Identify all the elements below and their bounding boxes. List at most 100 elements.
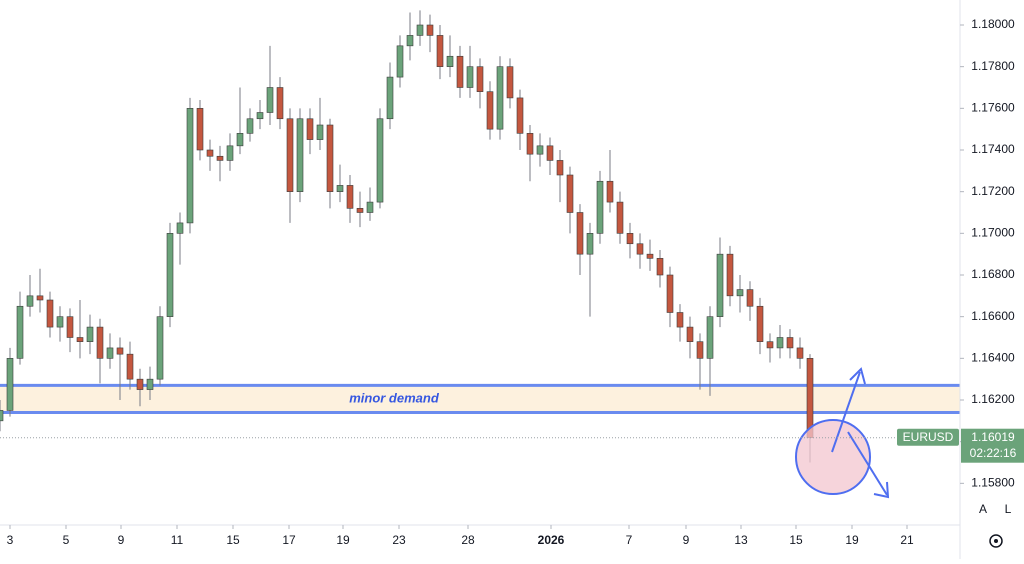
x-tick-label: 9 xyxy=(118,533,125,547)
zone-layer: minor demand xyxy=(0,383,960,414)
highlight-circle xyxy=(795,419,871,495)
x-tick-label: 13 xyxy=(734,533,748,547)
x-tick-label: 5 xyxy=(63,533,70,547)
y-tick-label: 1.17000 xyxy=(971,226,1015,240)
candle-body xyxy=(646,253,654,259)
settings-button[interactable] xyxy=(989,534,1003,548)
x-tick-label: 28 xyxy=(461,533,475,547)
candle-body xyxy=(56,316,64,328)
candle-body xyxy=(356,208,364,213)
x-tick-label: 7 xyxy=(626,533,633,547)
candle-body xyxy=(726,253,734,297)
candle-body xyxy=(236,133,244,147)
x-tick-label: 19 xyxy=(336,533,350,547)
candle-body xyxy=(656,258,664,276)
y-tick-label: 1.17400 xyxy=(971,142,1015,156)
price-label: 1.16019 xyxy=(971,430,1015,444)
candle-body xyxy=(126,353,134,380)
symbol-tag xyxy=(897,428,959,446)
zone-fill xyxy=(0,385,960,413)
candle-body xyxy=(546,145,554,161)
candle-body xyxy=(0,410,4,422)
candle-body xyxy=(256,112,264,120)
candle-body xyxy=(746,289,754,307)
x-tick-label: 19 xyxy=(845,533,859,547)
x-tick-label: 15 xyxy=(789,533,803,547)
annotation-circle xyxy=(795,367,890,499)
candle-body xyxy=(16,305,24,359)
x-tick-label: 21 xyxy=(900,533,914,547)
x-tick-label: 9 xyxy=(683,533,690,547)
x-tick-label: 11 xyxy=(171,533,184,547)
auto-scale-label[interactable]: A xyxy=(979,502,987,516)
x-tick-label: 15 xyxy=(226,533,240,547)
candle-body xyxy=(46,299,54,328)
candle-body xyxy=(186,108,194,224)
candle-body xyxy=(176,222,184,234)
candle-body xyxy=(736,289,744,297)
candle-body xyxy=(306,118,314,140)
y-tick-label: 1.16600 xyxy=(971,309,1015,323)
candle-body xyxy=(586,233,594,255)
x-tick-label: 2026 xyxy=(538,533,565,547)
candle-body xyxy=(406,35,414,47)
candle-body xyxy=(626,233,634,245)
candle-body xyxy=(436,35,444,67)
candle-body xyxy=(66,316,74,338)
arrow-up xyxy=(831,371,861,453)
candle-body xyxy=(116,347,124,355)
candle-body xyxy=(776,337,784,349)
candle-body xyxy=(526,133,534,155)
candle-body xyxy=(316,124,324,140)
candle-body xyxy=(346,185,354,209)
y-tick-label: 1.17600 xyxy=(971,101,1015,115)
log-scale-label[interactable]: L xyxy=(1005,502,1012,516)
candle-body xyxy=(456,55,464,88)
y-tick-label: 1.16800 xyxy=(971,267,1015,281)
candle-body xyxy=(376,118,384,203)
candle-body xyxy=(516,97,524,134)
candle-body xyxy=(556,160,564,176)
candle-body xyxy=(446,55,454,67)
countdown-label: 02:22:16 xyxy=(970,446,1017,460)
candle-body xyxy=(276,87,284,120)
y-tick-label: 1.16200 xyxy=(971,392,1015,406)
candle-body xyxy=(6,358,14,411)
candle-body xyxy=(366,201,374,213)
candle-body xyxy=(286,118,294,192)
candle-body xyxy=(136,378,144,390)
candle-body xyxy=(106,347,114,359)
candle-body xyxy=(696,341,704,359)
candle-body xyxy=(536,145,544,155)
arrow-up-head xyxy=(849,367,866,385)
candle-body xyxy=(156,316,164,380)
candle-body xyxy=(666,274,674,313)
candle-body xyxy=(596,180,604,234)
axis-layer: 1.158001.160001.162001.164001.166001.168… xyxy=(0,17,1024,547)
candle-body xyxy=(786,337,794,349)
candle-body xyxy=(386,76,394,120)
candle-body xyxy=(566,174,574,213)
candle-body xyxy=(686,326,694,342)
candle-body xyxy=(336,185,344,192)
price-tag xyxy=(961,428,1024,463)
x-tick-label: 17 xyxy=(282,533,296,547)
candle-body xyxy=(396,45,404,78)
candle-body xyxy=(246,118,254,134)
candle-body xyxy=(796,347,804,359)
candle-body xyxy=(506,66,514,99)
auto-scale-button[interactable] xyxy=(972,500,994,520)
y-tick-label: 1.17800 xyxy=(971,59,1015,73)
candle-body xyxy=(326,124,334,192)
candle-body xyxy=(296,118,304,192)
zone-label: minor demand xyxy=(349,390,440,405)
arrow-down xyxy=(847,431,888,496)
y-tick-label: 1.16400 xyxy=(971,351,1015,365)
candle-body xyxy=(206,149,214,157)
settings-icon[interactable] xyxy=(989,534,1003,548)
candle-body xyxy=(756,305,764,342)
settings-icon-dot[interactable] xyxy=(994,539,998,543)
y-tick-label: 1.17200 xyxy=(971,184,1015,198)
candle-body xyxy=(716,253,724,317)
